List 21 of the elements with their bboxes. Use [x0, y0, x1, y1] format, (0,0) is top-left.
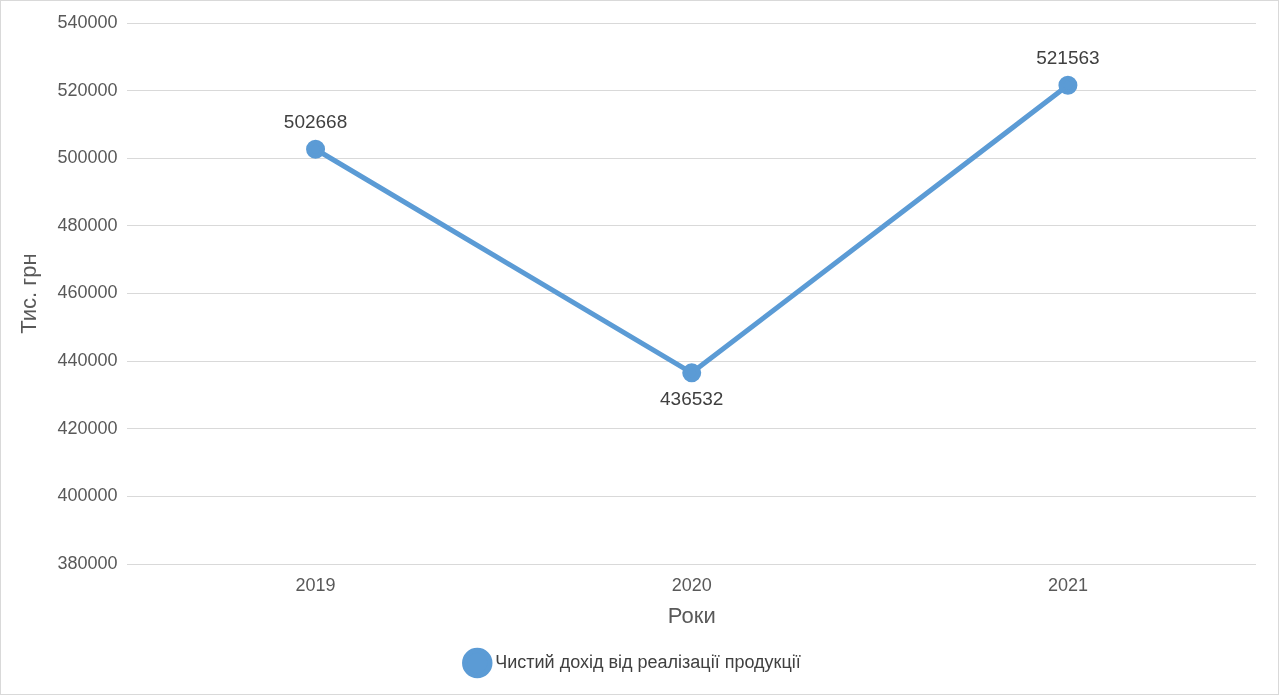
y-tick-label: 400000: [57, 485, 118, 506]
point: [306, 139, 326, 159]
y-tick-label: 520000: [57, 79, 118, 100]
x-tick-label: 2019: [295, 574, 336, 595]
data-label: 436532: [660, 387, 724, 409]
y-tick-label: 460000: [57, 282, 118, 303]
y-tick-label: 440000: [57, 350, 118, 371]
y-tick-label: 420000: [57, 417, 118, 438]
point: [1058, 75, 1078, 95]
y-tick-label: 480000: [57, 214, 118, 235]
data-label: 502668: [283, 110, 348, 132]
y-axis-title: Тис. грн: [16, 253, 42, 334]
x-axis-title: Роки: [667, 602, 716, 628]
legend-label: Чистий дохід від реалізації продукції: [495, 651, 801, 672]
y-tick-label: 500000: [57, 147, 118, 168]
data-label: 521563: [1036, 47, 1100, 69]
point: [682, 363, 702, 383]
y-tick-label: 540000: [57, 11, 118, 32]
x-tick-label: 2020: [671, 574, 712, 595]
y-tick-label: 380000: [57, 552, 118, 573]
x-tick-label: 2021: [1047, 574, 1088, 595]
